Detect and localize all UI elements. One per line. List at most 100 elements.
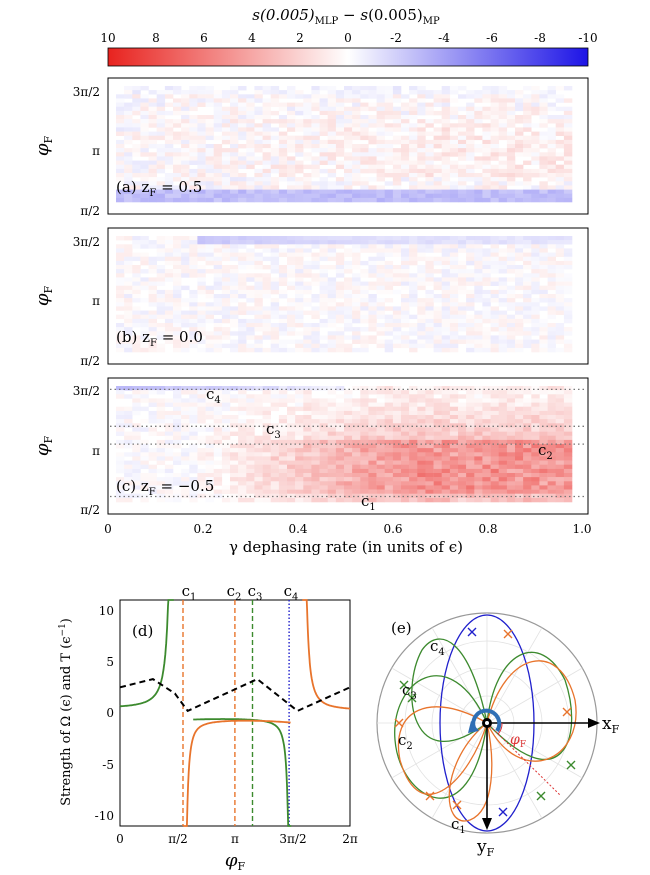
- heatmap-cell: [238, 410, 247, 416]
- heatmap-cell: [262, 164, 271, 170]
- heatmap-cell: [344, 435, 353, 441]
- heatmap-cell: [433, 477, 442, 482]
- heatmap-cell: [344, 98, 353, 103]
- heatmap-cell: [474, 119, 483, 124]
- heatmap-cell: [498, 110, 508, 116]
- heatmap-cell: [181, 489, 190, 494]
- heatmap-cell: [116, 98, 125, 103]
- heatmap-cell: [482, 110, 491, 116]
- heatmap-cell: [531, 439, 540, 445]
- heatmap-cell: [116, 415, 125, 420]
- heatmap-cell: [173, 402, 182, 407]
- heatmap-cell: [205, 415, 214, 420]
- heatmap-cell: [490, 335, 499, 340]
- heatmap-cell: [278, 240, 288, 245]
- heatmap-cell: [360, 102, 369, 107]
- heatmap-cell: [230, 448, 239, 453]
- heatmap-cell: [547, 444, 556, 449]
- heatmap-cell: [466, 318, 475, 324]
- heatmap-cell: [335, 456, 345, 461]
- heatmap-cell: [287, 327, 296, 332]
- heatmap-cell: [246, 343, 255, 349]
- heatmap-cell: [164, 415, 174, 420]
- heatmap-cell: [254, 115, 263, 120]
- heatmap-cell: [352, 265, 361, 270]
- heatmap-cell: [189, 177, 198, 182]
- heatmap-cell: [335, 331, 345, 336]
- heatmap-cell: [425, 277, 434, 282]
- heatmap-cell: [156, 240, 166, 245]
- heatmap-cell: [425, 402, 434, 407]
- heatmap-cell: [409, 173, 418, 178]
- heatmap-cell: [124, 265, 133, 270]
- heatmap-cell: [360, 481, 369, 486]
- heatmap-cell: [368, 185, 377, 190]
- heatmap-cell: [482, 489, 491, 494]
- heatmap-cell: [449, 343, 459, 349]
- heatmap-cell: [164, 131, 174, 136]
- heatmap-cell: [221, 119, 231, 124]
- heatmap-cell: [425, 260, 434, 266]
- heatmap-cell: [555, 347, 565, 353]
- heatmap-cell: [384, 493, 394, 499]
- heatmap-cell: [295, 406, 304, 412]
- heatmap-cell: [433, 144, 442, 149]
- heatmap-cell: [164, 139, 174, 145]
- heatmap-cell: [563, 110, 573, 116]
- heatmap-cell: [409, 339, 418, 344]
- heatmap-cell: [523, 148, 532, 153]
- heatmap-cell: [262, 468, 271, 474]
- heatmap-cell: [417, 193, 426, 199]
- heatmap-cell: [221, 252, 231, 257]
- heatmap-cell: [181, 106, 190, 112]
- heatmap-cell: [474, 427, 483, 432]
- heatmap-cell: [254, 464, 263, 470]
- heatmap-cell: [555, 398, 565, 403]
- heatmap-cell: [466, 327, 475, 332]
- heatmap-cell: [360, 240, 369, 245]
- heatmap-cell: [441, 464, 451, 470]
- heatmap-cell: [246, 123, 255, 128]
- heatmap-cell: [563, 139, 573, 145]
- heatmap-cell: [278, 277, 288, 282]
- heatmap-cell: [262, 115, 271, 120]
- heatmap-cell: [270, 269, 280, 274]
- heatmap-cell: [116, 423, 125, 428]
- heatmap-cell: [124, 260, 133, 266]
- heatmap-cell: [132, 306, 141, 311]
- heatmap-cell: [384, 131, 394, 136]
- heatmap-cell: [449, 386, 459, 391]
- heatmap-cell: [384, 90, 394, 95]
- heatmap-cell: [156, 193, 166, 199]
- heatmap-cell: [295, 185, 304, 190]
- heatmap-cell: [539, 306, 548, 311]
- heatmap-cell: [441, 423, 451, 428]
- heatmap-cell: [458, 415, 467, 420]
- heatmap-cell: [433, 347, 442, 353]
- heatmap-cell: [327, 248, 337, 253]
- heatmap-cell: [449, 115, 459, 120]
- heatmap-cell: [262, 86, 271, 91]
- heatmap-cell: [425, 148, 434, 153]
- heatmap-cell: [270, 252, 280, 257]
- heatmap-cell: [498, 119, 508, 124]
- heatmap-cell: [140, 152, 149, 157]
- heatmap-cell: [531, 497, 540, 503]
- heatmap-cell: [303, 390, 312, 395]
- heatmap-cell: [132, 86, 141, 91]
- heatmap-cell: [278, 452, 288, 457]
- heatmap-cell: [409, 164, 418, 170]
- heatmap-cell: [466, 331, 475, 336]
- heatmap-cell: [164, 468, 174, 474]
- heatmap-cell: [376, 419, 385, 424]
- panel-a-ylabel: φF: [32, 136, 55, 157]
- heatmap-cell: [555, 402, 565, 407]
- heatmap-cell: [425, 144, 434, 149]
- heatmap-cell: [515, 431, 524, 436]
- heatmap-cell: [156, 185, 166, 190]
- heatmap-cell: [173, 406, 182, 412]
- heatmap-cell: [319, 294, 328, 299]
- heatmap-cell: [295, 119, 304, 124]
- heatmap-cell: [254, 197, 263, 203]
- heatmap-cell: [384, 139, 394, 145]
